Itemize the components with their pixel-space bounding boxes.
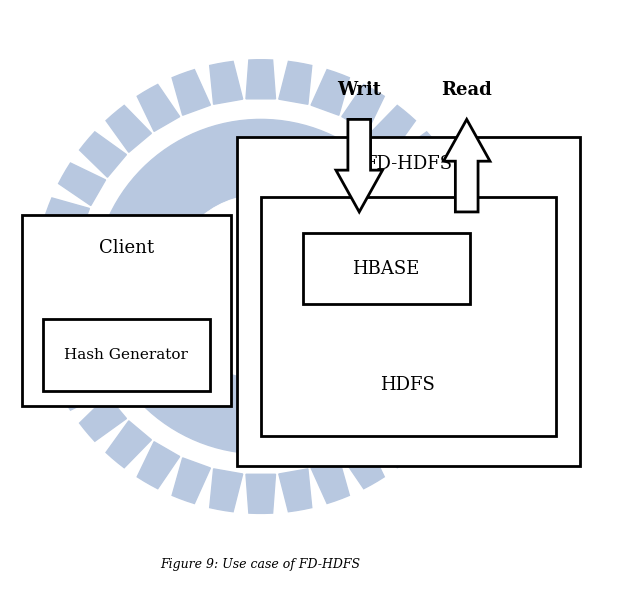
Polygon shape — [342, 84, 384, 131]
Polygon shape — [395, 132, 442, 177]
Polygon shape — [80, 132, 126, 177]
Text: Writ: Writ — [337, 81, 381, 99]
Text: HBASE: HBASE — [352, 260, 420, 278]
Polygon shape — [279, 469, 312, 512]
Polygon shape — [36, 304, 78, 337]
Bar — [261, 197, 557, 436]
Polygon shape — [443, 236, 486, 269]
Polygon shape — [137, 442, 180, 489]
Bar — [302, 233, 470, 304]
Text: Hash Generator: Hash Generator — [65, 348, 188, 362]
Polygon shape — [370, 106, 415, 152]
Polygon shape — [342, 442, 384, 489]
Polygon shape — [59, 368, 106, 410]
Polygon shape — [449, 272, 487, 301]
Polygon shape — [210, 61, 242, 104]
Text: Read: Read — [441, 81, 492, 99]
Polygon shape — [432, 198, 478, 236]
Polygon shape — [311, 70, 349, 115]
Polygon shape — [106, 421, 151, 467]
Polygon shape — [443, 304, 486, 337]
Polygon shape — [137, 84, 180, 131]
Circle shape — [169, 195, 353, 378]
Text: FD-HDFS: FD-HDFS — [365, 155, 452, 173]
Bar — [43, 319, 210, 391]
Circle shape — [94, 119, 428, 454]
Polygon shape — [279, 61, 312, 104]
Polygon shape — [311, 458, 349, 503]
Polygon shape — [444, 119, 490, 212]
Polygon shape — [172, 70, 210, 115]
Polygon shape — [106, 106, 151, 152]
Polygon shape — [416, 368, 463, 410]
Bar — [22, 215, 231, 406]
Polygon shape — [210, 469, 242, 512]
Polygon shape — [370, 421, 415, 467]
Bar — [237, 137, 580, 466]
Polygon shape — [44, 198, 89, 236]
Polygon shape — [432, 337, 478, 375]
Text: Figure 9: Use case of FD-HDFS: Figure 9: Use case of FD-HDFS — [160, 558, 361, 571]
Polygon shape — [246, 60, 276, 99]
Polygon shape — [80, 396, 126, 441]
Polygon shape — [59, 163, 106, 205]
Polygon shape — [246, 474, 276, 513]
Polygon shape — [416, 163, 463, 205]
Polygon shape — [395, 396, 442, 441]
Text: HDFS: HDFS — [379, 376, 434, 394]
Polygon shape — [336, 119, 383, 212]
Polygon shape — [34, 272, 73, 301]
Polygon shape — [44, 337, 89, 375]
Polygon shape — [172, 458, 210, 503]
Polygon shape — [36, 236, 78, 269]
Text: Client: Client — [99, 239, 154, 257]
